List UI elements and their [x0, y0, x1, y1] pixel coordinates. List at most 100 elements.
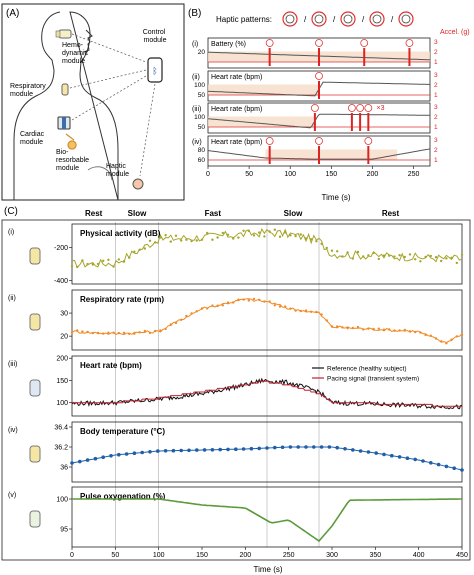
bioresorbable-line-1: Bio- — [56, 149, 69, 156]
panel-c-data-point — [195, 310, 198, 313]
panel-c-data-point — [195, 239, 198, 242]
haptic-pattern-icon-5 — [398, 11, 414, 27]
arrow-haptic — [139, 83, 156, 177]
panel-c-data-point — [171, 448, 176, 453]
panel-c-data-point — [96, 262, 100, 266]
panel-c-data-point — [445, 342, 448, 345]
panel-c-row-title: Heart rate (bpm) — [80, 361, 142, 370]
panel-c-ytick-label: 36 — [60, 465, 68, 472]
panel-c-data-point — [393, 329, 396, 332]
panel-c-data-point — [294, 234, 297, 238]
panel-c-row-label: (v) — [8, 492, 16, 499]
panel-c-data-point — [319, 445, 324, 449]
panel-c-data-point — [299, 309, 302, 313]
panel-c-data-point — [148, 331, 152, 335]
panel-b-row-title: Heart rate (bpm) — [211, 74, 262, 81]
panel-c-data-point — [102, 259, 105, 262]
panel-c-data-point — [174, 234, 178, 237]
panel-b-xtick-label: 250 — [408, 171, 420, 178]
panel-c-data-point — [218, 447, 222, 452]
phase-label: Slow — [128, 209, 147, 218]
panel-c-data-point — [304, 445, 308, 449]
panel-c-xtick-label: 300 — [326, 552, 338, 559]
panel-c-data-point — [374, 451, 379, 455]
bioresorbable-line-2: resorbable — [56, 157, 89, 164]
panel-c-data-point — [221, 231, 224, 235]
panel-b-pattern-marker-icon — [265, 137, 274, 145]
panel-c-plot-frame — [71, 486, 463, 548]
panel-b-pattern-marker-icon — [310, 104, 319, 112]
panel-c-ytick-label: 36.4 — [54, 425, 68, 432]
panel-c-data-point — [455, 261, 458, 265]
panel-c-data-point — [132, 451, 137, 456]
panel-c-data-point — [408, 330, 412, 333]
panel-c-data-point — [320, 242, 323, 245]
panel-c-data-point — [143, 329, 146, 333]
panel-b-ytick-label: 50 — [198, 92, 206, 99]
panel-c-data-point — [169, 323, 172, 326]
phase-label: Fast — [205, 209, 222, 218]
haptic-patterns-title: Haptic patterns: — [216, 15, 272, 24]
panel-c-data-point — [424, 333, 427, 337]
panel-c-data-point — [455, 335, 458, 338]
panel-c-ytick-label: 200 — [56, 356, 68, 363]
panel-c-data-point — [278, 235, 282, 238]
face-outline-icon — [83, 29, 93, 53]
haptic-pattern-icon-3 — [340, 11, 356, 27]
panel-c-data-point — [356, 250, 360, 254]
panel-c-data-point — [341, 255, 344, 258]
panel-c-data-point — [154, 241, 157, 244]
panel-c-data-point — [226, 301, 230, 304]
haptic-pattern-separator: / — [391, 15, 394, 24]
panel-c-data-point — [78, 459, 82, 464]
panel-c-data-point — [388, 328, 391, 331]
cardiac-module-icon-core — [62, 117, 66, 129]
bioresorbable-module-icon — [65, 133, 77, 150]
haptic-line-1: Haptic — [106, 163, 126, 170]
panel-c-data-point — [289, 307, 292, 310]
panel-c-data-point — [122, 331, 126, 334]
panel-c-data-point — [413, 457, 418, 462]
panel-c-data-point — [336, 250, 339, 253]
panel-c-data-point — [258, 298, 261, 301]
panel-c-data-point — [452, 466, 457, 471]
panel-b-ytick-label: 100 — [194, 114, 205, 121]
panel-b-shade — [208, 84, 319, 95]
panel-c-data-point — [91, 331, 95, 335]
panel-c: (C) Rest Slow Fast Slow Rest (i) Physical acti… — [1, 206, 471, 574]
panel-c-xtick-label: 100 — [153, 552, 165, 559]
panel-c-data-point — [421, 459, 425, 463]
panel-c-data-point — [429, 254, 432, 258]
panel-b-rtick-label: 3 — [434, 72, 438, 79]
panel-c-data-point — [70, 265, 74, 268]
panel-c-ytick-label: 95 — [60, 527, 68, 534]
panel-b-label: (B) — [188, 8, 201, 19]
panel-c-data-point — [390, 453, 394, 458]
panel-c-ytick-label: 36.2 — [54, 445, 68, 452]
panel-b-pattern-marker-icon — [364, 104, 373, 112]
panel-b-shade — [208, 116, 315, 127]
respiratory-line-2: module — [10, 91, 33, 98]
panel-c-data-point — [109, 454, 113, 458]
panel-c-ytick-label: 100 — [56, 497, 68, 504]
panel-c-data-point — [91, 263, 95, 266]
panel-c-data-point — [187, 448, 191, 453]
panel-c-data-point — [312, 445, 316, 449]
panel-c-data-point — [200, 238, 204, 241]
panel-c-xtick-label: 200 — [239, 552, 251, 559]
haptic-pattern-inner-icon — [314, 14, 324, 24]
panel-c-data-point — [414, 330, 417, 334]
panel-c-xlabel: Time (s) — [253, 565, 282, 574]
panel-c-data-point — [330, 325, 334, 328]
panel-c-data-point — [221, 304, 224, 307]
panel-c-data-point — [327, 445, 332, 449]
panel-c-data-point — [372, 327, 375, 331]
panel-c-data-point — [284, 305, 287, 308]
panel-c-data-point — [377, 257, 380, 261]
panel-c-data-point — [93, 456, 98, 461]
panel-c-data-point — [273, 228, 276, 231]
panel-c-data-point — [450, 338, 453, 341]
panel-b-row-label: (i) — [192, 41, 198, 48]
panel-c-data-point — [398, 254, 401, 257]
panel-c-xtick-label: 0 — [70, 552, 74, 559]
